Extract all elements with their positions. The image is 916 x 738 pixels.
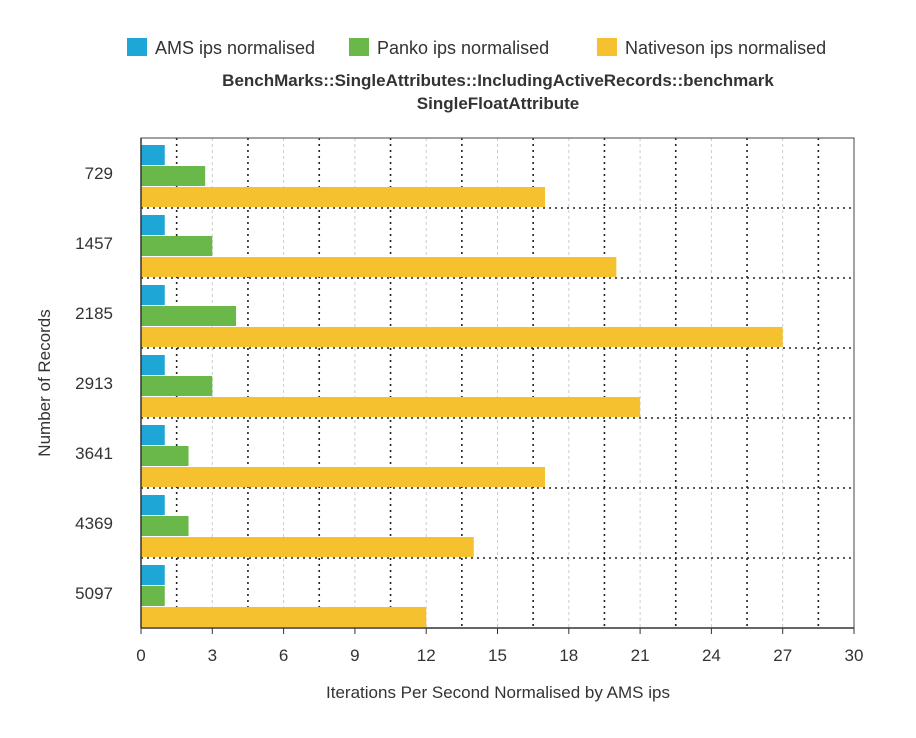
- x-tick-label: 18: [559, 646, 578, 665]
- x-tick-label: 9: [350, 646, 359, 665]
- x-tick-label: 30: [845, 646, 864, 665]
- bar: [141, 586, 165, 606]
- bar: [141, 166, 206, 186]
- x-tick-label: 21: [631, 646, 650, 665]
- legend-entry: AMS ips normalised: [127, 38, 315, 58]
- legend-entry: Panko ips normalised: [349, 38, 549, 58]
- chart-subtitle: SingleFloatAttribute: [417, 94, 579, 113]
- legend-label: Panko ips normalised: [377, 38, 549, 58]
- y-axis-title: Number of Records: [35, 309, 54, 456]
- bar: [141, 257, 617, 277]
- bar: [141, 467, 546, 487]
- bar: [141, 376, 213, 396]
- y-tick-label: 2185: [75, 304, 113, 323]
- bar: [141, 215, 165, 235]
- legend-swatch: [127, 38, 147, 56]
- bar: [141, 495, 165, 515]
- y-tick-label: 3641: [75, 444, 113, 463]
- y-tick-label: 4369: [75, 514, 113, 533]
- x-tick-label: 12: [417, 646, 436, 665]
- bar: [141, 565, 165, 585]
- bar: [141, 355, 165, 375]
- legend-entry: Nativeson ips normalised: [597, 38, 826, 58]
- x-tick-label: 24: [702, 646, 721, 665]
- y-tick-label: 5097: [75, 584, 113, 603]
- bar: [141, 285, 165, 305]
- legend-label: Nativeson ips normalised: [625, 38, 826, 58]
- bar: [141, 187, 546, 207]
- x-axis-title: Iterations Per Second Normalised by AMS …: [326, 683, 670, 702]
- x-tick-label: 27: [773, 646, 792, 665]
- y-tick-label: 1457: [75, 234, 113, 253]
- x-tick-label: 6: [279, 646, 288, 665]
- y-tick-label: 729: [85, 164, 113, 183]
- y-tick-labels: 729 1457 2185 2913 3641 4369 5097: [75, 164, 113, 603]
- bars: [141, 145, 783, 627]
- bar: [141, 537, 474, 557]
- x-tick-label: 15: [488, 646, 507, 665]
- x-tick-labels: 0 3 6 9 12 15 18 21 24 27 30: [136, 628, 863, 665]
- bar: [141, 397, 641, 417]
- legend-label: AMS ips normalised: [155, 38, 315, 58]
- legend: AMS ips normalised Panko ips normalised Na…: [127, 38, 826, 58]
- legend-swatch: [349, 38, 369, 56]
- bar: [141, 145, 165, 165]
- x-tick-label: 0: [136, 646, 145, 665]
- bar: [141, 607, 427, 627]
- x-tick-label: 3: [208, 646, 217, 665]
- y-tick-label: 2913: [75, 374, 113, 393]
- bar: [141, 327, 783, 347]
- bar: [141, 446, 189, 466]
- legend-swatch: [597, 38, 617, 56]
- bar: [141, 516, 189, 536]
- chart-title: BenchMarks::SingleAttributes::IncludingA…: [222, 71, 774, 90]
- bar: [141, 306, 237, 326]
- bar: [141, 425, 165, 445]
- bar: [141, 236, 213, 256]
